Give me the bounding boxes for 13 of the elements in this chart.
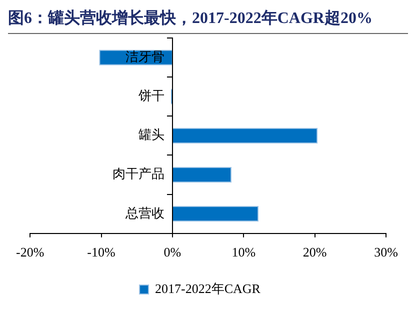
x-tick-label: 0% bbox=[164, 244, 182, 260]
y-tick-label: 饼干 bbox=[137, 88, 164, 104]
x-tick-label: 30% bbox=[374, 244, 398, 260]
x-tick-label: 10% bbox=[232, 244, 256, 260]
x-tick-label: 20% bbox=[302, 244, 327, 260]
y-tick-label: 洁牙骨 bbox=[125, 48, 164, 64]
y-tick-label: 罐头 bbox=[138, 127, 164, 142]
x-tick-label: -10% bbox=[87, 244, 116, 260]
y-tick-label: 肉干产品 bbox=[112, 166, 164, 182]
legend-label: 2017-2022年CAGR bbox=[155, 280, 261, 296]
chart-title: 图6：罐头营收增长最快，2017-2022年CAGR超20% bbox=[8, 8, 408, 34]
y-tick-label: 总营收 bbox=[124, 205, 164, 220]
x-tick-label: -20% bbox=[16, 244, 44, 260]
